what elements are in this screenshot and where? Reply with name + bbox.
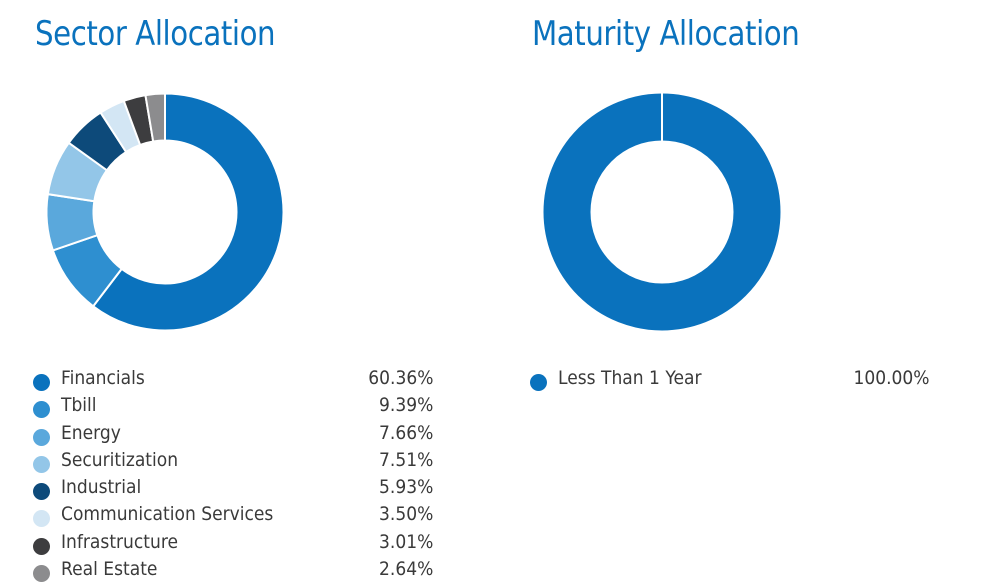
legend-value: 2.64% [378, 558, 433, 581]
legend-item-industrial: Industrial 5.93% [33, 475, 433, 502]
legend-value: 60.36% [367, 367, 433, 389]
legend-value: 9.39% [378, 394, 433, 417]
legend-swatch [33, 455, 50, 473]
legend-label: Tbill [61, 394, 97, 417]
legend-swatch [33, 510, 50, 528]
legend-swatch [33, 428, 50, 446]
sector-allocation-panel: Sector Allocation Financials 60.36% Tbill 9… [0, 0, 470, 583]
legend-value: 3.01% [378, 530, 433, 553]
legend-swatch [33, 537, 50, 555]
slice-financials [91, 92, 285, 332]
legend-value: 3.50% [378, 503, 433, 526]
slice-less-than-1-year [543, 93, 781, 331]
legend-swatch [530, 374, 547, 391]
maturity-legend: Less Than 1 Year 100.00% [530, 366, 930, 393]
legend-label: Securitization [61, 448, 179, 471]
chart-title: Sector Allocation [35, 14, 276, 54]
legend-label: Infrastructure [61, 530, 179, 553]
maturity-allocation-panel: Maturity Allocation Less Than 1 Year 100.… [497, 0, 967, 583]
legend-label: Communication Services [61, 503, 274, 526]
legend-value: 100.00% [853, 367, 930, 389]
legend-item-tbill: Tbill 9.39% [33, 393, 433, 420]
maturity-donut-chart [543, 93, 781, 331]
legend-item-less-than-1-year: Less Than 1 Year 100.00% [530, 366, 930, 393]
legend-label: Energy [61, 421, 121, 444]
legend-item-energy: Energy 7.66% [33, 421, 433, 448]
sector-legend: Financials 60.36% Tbill 9.39% Energy 7.66% Sec… [33, 366, 433, 584]
legend-swatch [33, 483, 50, 501]
legend-item-securitization: Securitization 7.51% [33, 448, 433, 475]
chart-title: Maturity Allocation [532, 14, 800, 54]
legend-value: 7.66% [378, 421, 433, 444]
legend-swatch [33, 401, 50, 419]
legend-value: 5.93% [378, 476, 433, 499]
legend-item-infrastructure: Infrastructure 3.01% [33, 530, 433, 557]
legend-value: 7.51% [378, 448, 433, 471]
legend-item-real-estate: Real Estate 2.64% [33, 557, 433, 584]
legend-swatch [33, 374, 50, 391]
legend-label: Industrial [61, 476, 142, 499]
legend-item-communication-services: Communication Services 3.50% [33, 502, 433, 529]
legend-label: Real Estate [61, 558, 158, 581]
legend-item-financials: Financials 60.36% [33, 366, 433, 393]
slice-real-estate [144, 92, 166, 143]
legend-label: Financials [61, 367, 145, 389]
legend-swatch [33, 565, 50, 583]
legend-label: Less Than 1 Year [558, 367, 702, 389]
sector-donut-chart [45, 92, 285, 332]
